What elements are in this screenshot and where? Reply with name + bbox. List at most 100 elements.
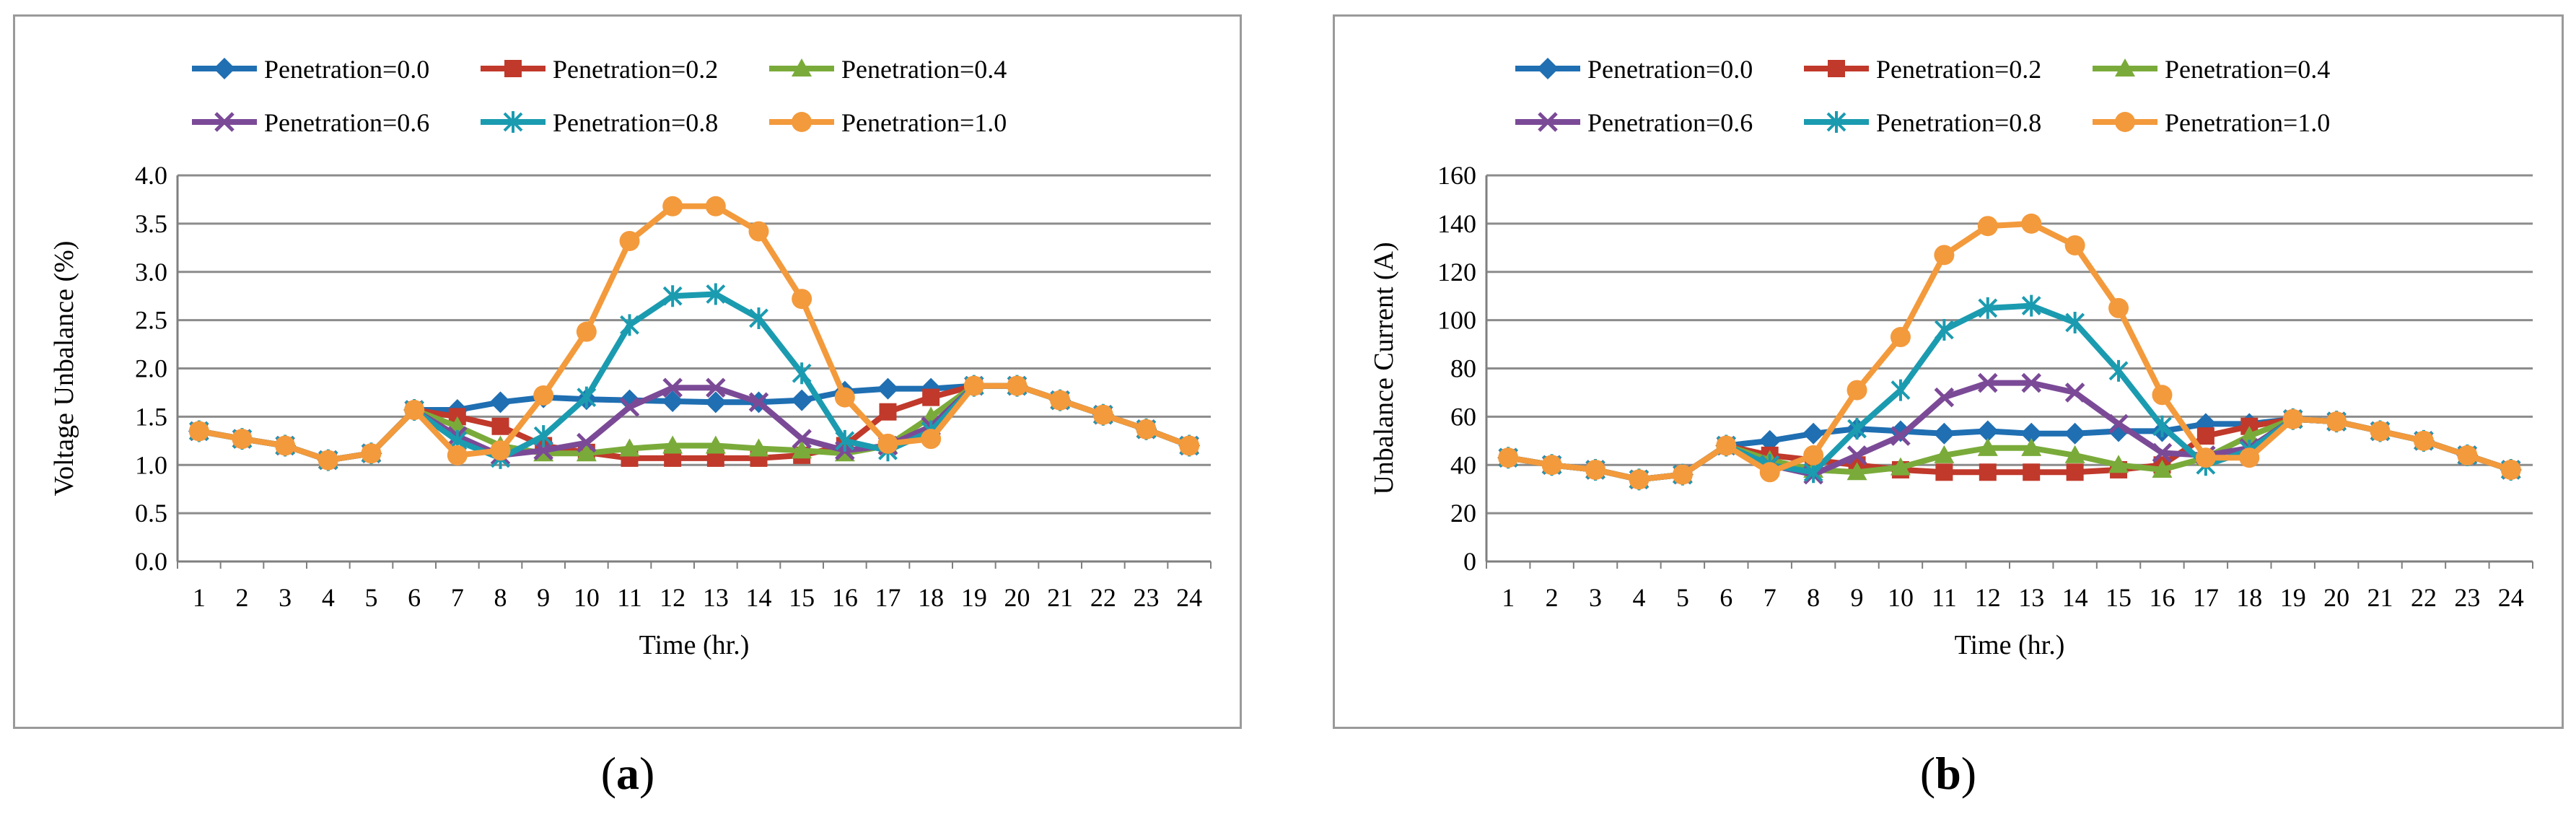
x-tick-label: 9 bbox=[1851, 583, 1864, 612]
voltage-unbalance-chart: 0.00.51.01.52.02.53.03.54.01 2 3 4 5 6 7 8 9 10 11… bbox=[49, 55, 1212, 660]
legend-item: Penetration=0.0 bbox=[1515, 55, 1753, 84]
data-point bbox=[2023, 463, 2041, 481]
x-tick-label: 9 bbox=[537, 583, 550, 612]
data-point bbox=[1891, 379, 1911, 401]
data-point bbox=[620, 314, 639, 336]
y-tick-label: 3.0 bbox=[135, 258, 167, 287]
data-point bbox=[1092, 404, 1113, 425]
chart-panel-b: 0 20 40 60 80 100 120 140 160 1 2 3 4 5 6 7 8 9 10 11 12 13 14… bbox=[1333, 14, 2564, 729]
x-tick-label: 11 bbox=[1932, 583, 1957, 612]
data-point bbox=[1978, 297, 1998, 319]
data-point bbox=[619, 230, 640, 251]
data-point bbox=[963, 375, 984, 396]
legend-label: Penetration=0.6 bbox=[264, 108, 429, 137]
data-point bbox=[533, 425, 553, 447]
data-point bbox=[834, 387, 855, 408]
data-point bbox=[576, 443, 597, 462]
y-tick-label: 2.0 bbox=[135, 354, 167, 383]
data-point bbox=[490, 440, 511, 461]
legend-item: Penetration=0.0 bbox=[192, 55, 429, 84]
x-tick-label: 16 bbox=[832, 583, 858, 612]
data-point bbox=[1759, 462, 1780, 483]
data-point bbox=[533, 440, 553, 460]
legend-marker bbox=[792, 112, 812, 132]
data-point bbox=[1846, 445, 1867, 465]
data-point bbox=[748, 221, 769, 242]
data-point bbox=[404, 400, 425, 421]
data-point bbox=[1933, 422, 1955, 445]
data-point bbox=[447, 445, 468, 465]
data-point bbox=[2196, 427, 2214, 445]
legend-item: Penetration=1.0 bbox=[769, 108, 1007, 137]
x-tick-label: 8 bbox=[494, 583, 507, 612]
x-tick-label: 24 bbox=[2498, 583, 2524, 612]
x-tick-label: 2 bbox=[1546, 583, 1559, 612]
data-point bbox=[2500, 459, 2521, 480]
series-line bbox=[198, 382, 1191, 463]
data-point bbox=[2108, 297, 2129, 318]
x-tick-label: 1 bbox=[193, 583, 206, 612]
series-line bbox=[1507, 302, 2513, 483]
data-point bbox=[317, 450, 338, 471]
data-point bbox=[792, 440, 812, 459]
x-tick-label: 12 bbox=[1975, 583, 2001, 612]
legend-marker bbox=[214, 58, 235, 79]
x-tick-label: 4 bbox=[322, 583, 335, 612]
data-point bbox=[748, 392, 769, 413]
chart-panel-a: 0.0 0.5 1.0 1.5 2.0 2.5 3.0 3.5 4.0 1 2 3 4 5 6 7 8 9 10 11… bbox=[13, 14, 1242, 729]
data-point bbox=[2282, 408, 2303, 429]
data-point bbox=[1891, 426, 1911, 446]
x-tick-label: 24 bbox=[1176, 583, 1202, 612]
data-point bbox=[2152, 442, 2173, 463]
data-point bbox=[1716, 435, 1737, 456]
legend-label: Penetration=0.4 bbox=[841, 55, 1007, 84]
legend-item: Penetration=0.4 bbox=[769, 55, 1007, 84]
data-point bbox=[877, 433, 898, 454]
series-Penetration=1.0 bbox=[188, 196, 1200, 471]
legend-marker bbox=[1828, 60, 1845, 77]
data-point bbox=[533, 385, 554, 406]
x-axis-title: Time (hr.) bbox=[639, 630, 750, 660]
data-point bbox=[1498, 447, 1519, 468]
legend-item: Penetration=0.2 bbox=[481, 55, 718, 84]
y-tick-label: 140 bbox=[1437, 209, 1476, 238]
data-point bbox=[2152, 459, 2173, 478]
legend-label: Penetration=0.6 bbox=[1587, 108, 1753, 137]
x-tick-label: 14 bbox=[746, 583, 772, 612]
data-point bbox=[619, 438, 640, 457]
x-tick-label: 5 bbox=[1676, 583, 1689, 612]
legend-label: Penetration=0.0 bbox=[1587, 55, 1753, 84]
data-point bbox=[619, 397, 640, 417]
data-point bbox=[662, 285, 683, 307]
legend-item: Penetration=1.0 bbox=[2093, 108, 2330, 137]
legend-marker bbox=[2115, 112, 2135, 132]
data-point bbox=[1934, 319, 1954, 341]
data-point bbox=[1934, 387, 1955, 408]
x-tick-label: 19 bbox=[961, 583, 987, 612]
series-line bbox=[198, 382, 1191, 463]
data-point bbox=[577, 432, 597, 453]
data-point bbox=[491, 417, 509, 435]
series-line bbox=[198, 291, 1191, 463]
y-tick-label: 1.0 bbox=[135, 450, 167, 479]
x-tick-label: 7 bbox=[1764, 583, 1777, 612]
data-point bbox=[1978, 372, 1998, 393]
data-point bbox=[1802, 422, 1825, 445]
data-point bbox=[2239, 426, 2260, 445]
data-point bbox=[749, 307, 768, 329]
data-point bbox=[1976, 420, 1999, 442]
legend-marker bbox=[214, 112, 235, 132]
y-tick-label: 3.5 bbox=[135, 209, 167, 238]
data-point bbox=[2370, 421, 2391, 442]
data-point bbox=[792, 362, 812, 385]
x-tick-label: 16 bbox=[2149, 583, 2175, 612]
x-tick-label: 1 bbox=[1502, 583, 1515, 612]
y-tick-label: 20 bbox=[1450, 499, 1476, 528]
data-point bbox=[1803, 445, 1824, 465]
x-tick-label: 15 bbox=[789, 583, 815, 612]
data-point bbox=[662, 435, 683, 454]
x-tick-label: 6 bbox=[408, 583, 421, 612]
x-tick-label: 17 bbox=[875, 583, 901, 612]
x-tick-label: 4 bbox=[1632, 583, 1645, 612]
x-tick-label: 20 bbox=[2323, 583, 2349, 612]
